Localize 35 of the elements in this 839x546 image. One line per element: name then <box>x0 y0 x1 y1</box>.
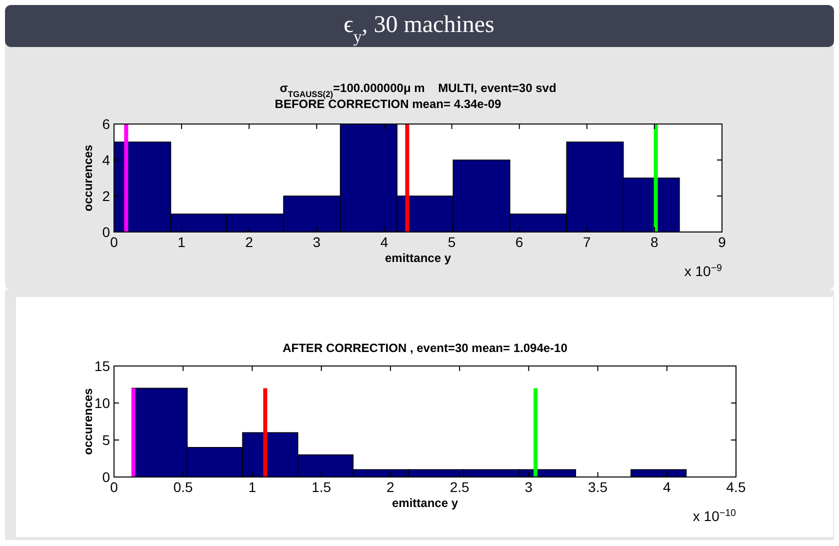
x-tick-label: 1.5 <box>312 479 332 495</box>
y-tick-label: 5 <box>102 432 110 448</box>
x-tick-label: 2.5 <box>450 479 470 495</box>
y-axis-title: occurences <box>81 144 95 212</box>
text: ϵ$_{y}$, 30 machines <box>344 12 494 46</box>
chart-title: AFTER CORRECTION , event=30 mean= 1.094e-10 <box>282 341 568 355</box>
x-tick-label: 4 <box>380 234 388 250</box>
x-tick-label: 5 <box>448 234 456 250</box>
x-tick-label: 4.5 <box>726 479 746 495</box>
x-tick-label: 3 <box>524 479 533 495</box>
x-axis-title: emittance y <box>392 496 458 510</box>
y-tick-label: 4 <box>102 152 110 168</box>
x-axis-title: emittance y <box>384 251 452 265</box>
x-tick-label: 9 <box>718 234 726 250</box>
y-tick-label: 0 <box>102 224 110 240</box>
y-tick-label: 2 <box>102 188 110 204</box>
x-tick-label: 0.5 <box>173 479 194 495</box>
x-tick-label: 1 <box>248 479 256 495</box>
x-tick-label: 3.5 <box>588 479 608 495</box>
text: x 10$^{−9}$ <box>684 262 722 279</box>
x-tick-label: 7 <box>582 234 591 250</box>
y-tick-label: 15 <box>94 358 110 374</box>
x-tick-label: 6 <box>515 234 524 250</box>
x-tick-label: 4 <box>662 479 671 495</box>
chart-title: σ$_{TGAUSS(2)}$=100.000000μ m MULTI, event=30 svd <box>280 81 556 99</box>
y-tick-label: 0 <box>102 469 110 485</box>
y-tick-label: 6 <box>102 116 110 132</box>
y-axis-title: occurences <box>81 388 95 455</box>
x-tick-label: 2 <box>245 234 254 250</box>
x-tick-label: 1 <box>178 234 186 250</box>
text: x 10$^{−10}$ <box>692 508 737 524</box>
x-tick-label: 8 <box>650 234 659 250</box>
y-tick-label: 10 <box>94 395 110 411</box>
x-tick-label: 3 <box>312 234 321 250</box>
x-tick-label: 2 <box>386 479 395 495</box>
